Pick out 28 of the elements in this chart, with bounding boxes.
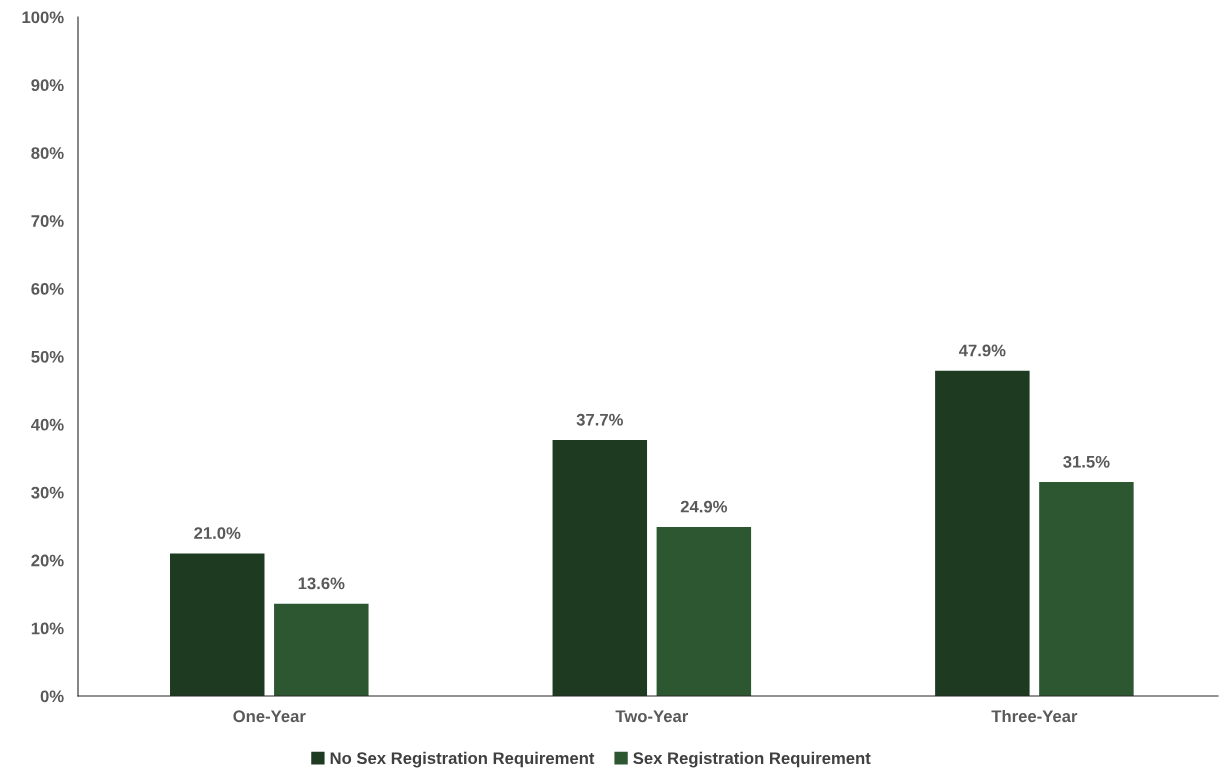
- y-tick-label: 30%: [31, 486, 64, 499]
- y-tick-label: 90%: [31, 79, 64, 92]
- text: 31.5%: [1063, 455, 1110, 468]
- legend-label: No Sex Registration Requirement: [330, 751, 595, 768]
- y-tick-label: 70%: [31, 215, 64, 227]
- bar: [170, 553, 265, 696]
- y-tick-label: 40%: [31, 418, 64, 431]
- bar: [1039, 482, 1134, 696]
- bar: [274, 603, 369, 696]
- bar: [552, 440, 648, 696]
- bar: [656, 526, 752, 696]
- bar: [935, 370, 1030, 696]
- y-tick-label: 10%: [31, 622, 64, 635]
- text: 37.7%: [576, 413, 623, 426]
- text: 21.0%: [194, 527, 241, 539]
- y-tick-label: 20%: [31, 554, 64, 567]
- y-tick-label: 60%: [31, 283, 64, 295]
- y-tick-label: 80%: [31, 147, 64, 159]
- text: 13.6%: [298, 577, 345, 590]
- x-tick-label: One-Year: [233, 710, 306, 723]
- text: 47.9%: [958, 344, 1006, 357]
- x-tick-label: Two-Year: [615, 710, 689, 723]
- y-tick-label: 0%: [40, 690, 64, 703]
- x-tick-label: Three-Year: [991, 709, 1078, 723]
- y-tick-label: 50%: [31, 350, 64, 363]
- text: 24.9%: [680, 500, 728, 513]
- y-tick-label: 100%: [22, 11, 64, 24]
- legend-label: Sex Registration Requirement: [633, 751, 871, 768]
